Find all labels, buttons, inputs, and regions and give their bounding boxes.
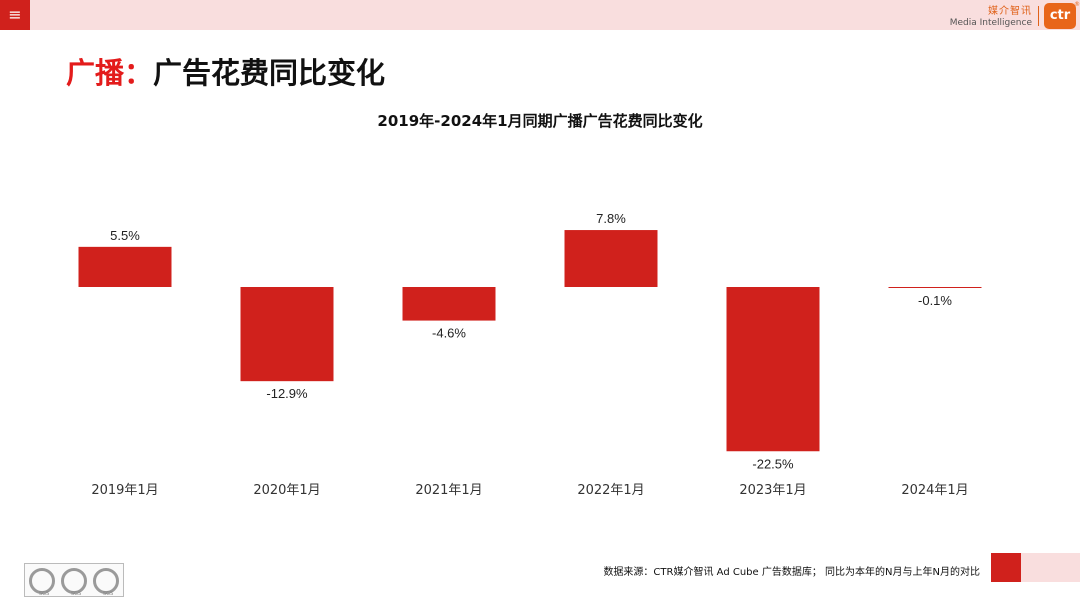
cert-badge-icon <box>61 568 87 594</box>
data-label: -4.6% <box>432 326 466 341</box>
page-title: 广播：广告花费同比变化 <box>66 50 385 92</box>
bar-chart: 5.5% 2019年1月 -12.9% 2020年1月 -4.6% 2021年1月 7.8%… <box>78 211 982 498</box>
footer-pink-block <box>1021 553 1080 582</box>
ctr-logo: ctr <box>1044 3 1076 29</box>
category-label: 2019年1月 <box>91 483 158 498</box>
bar-2022年1月 <box>564 230 658 287</box>
category-label: 2024年1月 <box>901 483 968 498</box>
bar-2023年1月 <box>726 287 820 452</box>
bar-2024年1月 <box>888 287 982 288</box>
page-title-rest: 广告花费同比变化 <box>153 56 386 90</box>
brand-name-en: Media Intelligence <box>949 18 1032 28</box>
menu-icon[interactable]: ≡ <box>0 0 30 30</box>
data-label: -0.1% <box>918 293 952 308</box>
data-label: 5.5% <box>110 228 140 243</box>
chart-title: 2019年-2024年1月同期广播广告花费同比变化 <box>377 112 703 130</box>
registered-mark: ® <box>1074 1 1080 8</box>
page-title-highlight: 广播： <box>66 56 154 90</box>
data-source-note: 数据来源：CTR媒介智讯 Ad Cube 广告数据库； 同比为本年的N月与上年N… <box>603 567 980 578</box>
certification-badges: SGS SGS SGS <box>24 563 124 597</box>
cert-badge-icon <box>93 568 119 594</box>
category-label: 2022年1月 <box>577 483 644 498</box>
bar-2020年1月 <box>240 287 334 382</box>
data-label: -22.5% <box>752 456 794 471</box>
brand-name-cn: 媒介智讯 <box>988 6 1032 17</box>
cert-label: SGS <box>71 591 82 597</box>
category-label: 2023年1月 <box>739 483 806 498</box>
data-label: 7.8% <box>596 211 626 226</box>
cert-label: SGS <box>103 591 114 597</box>
bar-2021年1月 <box>402 287 496 321</box>
cert-badge-icon <box>29 568 55 594</box>
brand-text: 媒介智讯 Media Intelligence <box>950 6 1032 29</box>
category-label: 2020年1月 <box>253 483 320 498</box>
category-label: 2021年1月 <box>415 483 482 498</box>
brand-separator <box>1038 6 1039 26</box>
data-label: -12.9% <box>266 386 308 401</box>
bar-2019年1月 <box>78 246 172 287</box>
footer-accent-block <box>991 553 1021 582</box>
cert-label: SGS <box>39 591 50 597</box>
top-bar <box>0 0 1080 30</box>
